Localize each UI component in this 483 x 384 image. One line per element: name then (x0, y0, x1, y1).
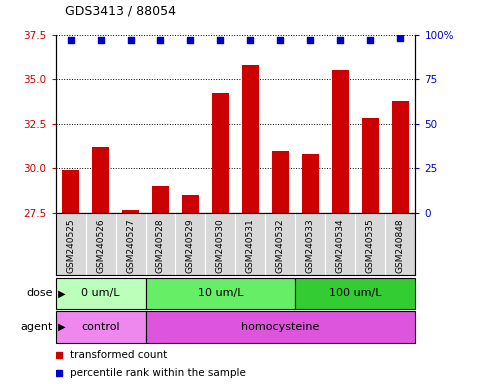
Text: GSM240530: GSM240530 (216, 218, 225, 273)
Text: ▶: ▶ (55, 322, 66, 332)
Point (277, 37, 284, 43)
Text: GSM240529: GSM240529 (186, 218, 195, 273)
Text: ▶: ▶ (55, 288, 66, 298)
Bar (92, 147, 109, 213)
Point (397, 35, 404, 41)
Text: GSM240532: GSM240532 (276, 218, 285, 273)
Text: GSM240535: GSM240535 (366, 218, 375, 273)
Bar (242, 65, 259, 213)
Text: 10 um/L: 10 um/L (198, 288, 243, 298)
Bar (182, 195, 199, 213)
Bar (302, 154, 319, 213)
Bar (332, 70, 349, 213)
Bar (212, 93, 229, 213)
Bar (152, 186, 169, 213)
Text: agent: agent (21, 322, 53, 332)
Point (186, 37, 194, 43)
Text: GDS3413 / 88054: GDS3413 / 88054 (65, 4, 176, 17)
Text: GSM240527: GSM240527 (126, 218, 135, 273)
Text: GSM240525: GSM240525 (66, 218, 75, 273)
Point (156, 37, 164, 43)
Text: GSM240531: GSM240531 (246, 218, 255, 273)
Text: control: control (81, 322, 120, 332)
Text: transformed count: transformed count (70, 350, 167, 360)
Bar (296, 278, 415, 309)
Text: percentile rank within the sample: percentile rank within the sample (70, 367, 246, 377)
Text: dose: dose (27, 288, 53, 298)
Point (216, 37, 224, 43)
Text: GSM240848: GSM240848 (396, 218, 405, 273)
Bar (62, 170, 79, 213)
Point (67, 37, 74, 43)
Bar (362, 119, 379, 213)
Text: GSM240534: GSM240534 (336, 218, 345, 273)
Bar (392, 101, 409, 213)
Text: 0 um/L: 0 um/L (81, 288, 120, 298)
Point (367, 37, 374, 43)
Text: GSM240528: GSM240528 (156, 218, 165, 273)
Bar (122, 210, 139, 213)
Point (247, 37, 255, 43)
Point (97, 37, 104, 43)
Text: GSM240533: GSM240533 (306, 218, 315, 273)
Bar (56, 311, 145, 343)
Bar (272, 151, 289, 213)
Point (127, 37, 134, 43)
Text: 100 um/L: 100 um/L (329, 288, 382, 298)
Text: homocysteine: homocysteine (241, 322, 320, 332)
Text: GSM240526: GSM240526 (96, 218, 105, 273)
Point (337, 37, 344, 43)
Bar (145, 311, 415, 343)
Bar (56, 278, 145, 309)
Point (307, 37, 314, 43)
Bar (145, 278, 296, 309)
